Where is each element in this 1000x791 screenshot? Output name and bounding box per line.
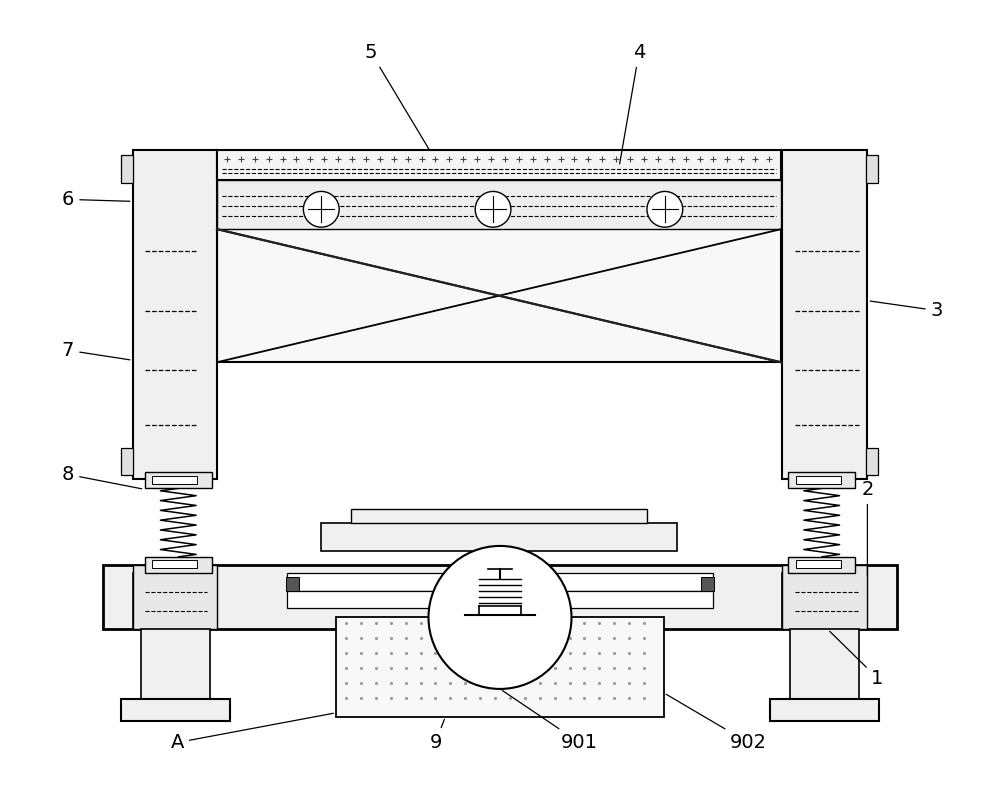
Text: 7: 7 [62,341,130,360]
Bar [351,509,647,523]
Bar [152,560,197,568]
Bar [866,155,878,183]
Bar [103,565,897,630]
Bar [321,523,677,551]
Bar [121,699,230,721]
Bar [121,448,133,475]
Text: 902: 902 [666,694,767,752]
Bar [145,472,212,488]
Text: 6: 6 [62,190,130,209]
Text: 5: 5 [365,43,429,149]
Bar [287,573,713,591]
Bar [133,149,217,479]
Circle shape [647,191,683,227]
Bar [770,699,879,721]
Bar [217,180,781,362]
Bar [286,577,299,591]
Text: 4: 4 [620,43,645,164]
Bar [782,565,867,630]
Bar [133,573,217,627]
Bar [796,476,841,484]
Bar [121,155,133,183]
Bar [145,557,212,573]
Bar [217,180,781,229]
Text: 9: 9 [429,719,444,752]
Bar [782,149,867,479]
Circle shape [429,546,571,689]
Bar [701,577,714,591]
Bar [217,149,781,180]
Bar [141,630,210,699]
Bar [287,591,713,608]
Bar [782,573,867,627]
Text: 901: 901 [502,691,598,752]
Text: 3: 3 [870,301,943,320]
Bar [796,560,841,568]
Bar [133,565,217,630]
Bar [788,472,855,488]
Text: A: A [171,713,333,752]
Text: 2: 2 [861,480,874,576]
Circle shape [303,191,339,227]
Text: 8: 8 [62,465,142,489]
Bar [152,476,197,484]
Bar [336,618,664,717]
Bar [866,448,878,475]
Bar [788,557,855,573]
Bar [790,630,859,699]
Circle shape [475,191,511,227]
Text: 1: 1 [830,631,884,687]
